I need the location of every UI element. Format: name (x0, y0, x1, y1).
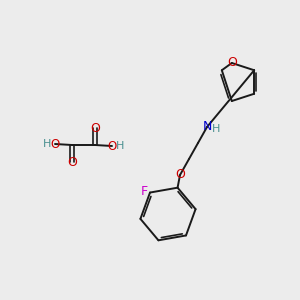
Text: O: O (107, 140, 117, 152)
Text: N: N (202, 121, 212, 134)
Text: O: O (175, 169, 185, 182)
Text: H: H (116, 141, 124, 151)
Text: O: O (227, 56, 237, 70)
Text: O: O (50, 137, 60, 151)
Text: H: H (212, 124, 220, 134)
Text: F: F (140, 185, 148, 198)
Text: H: H (43, 139, 51, 149)
Text: O: O (67, 155, 77, 169)
Text: O: O (90, 122, 100, 134)
